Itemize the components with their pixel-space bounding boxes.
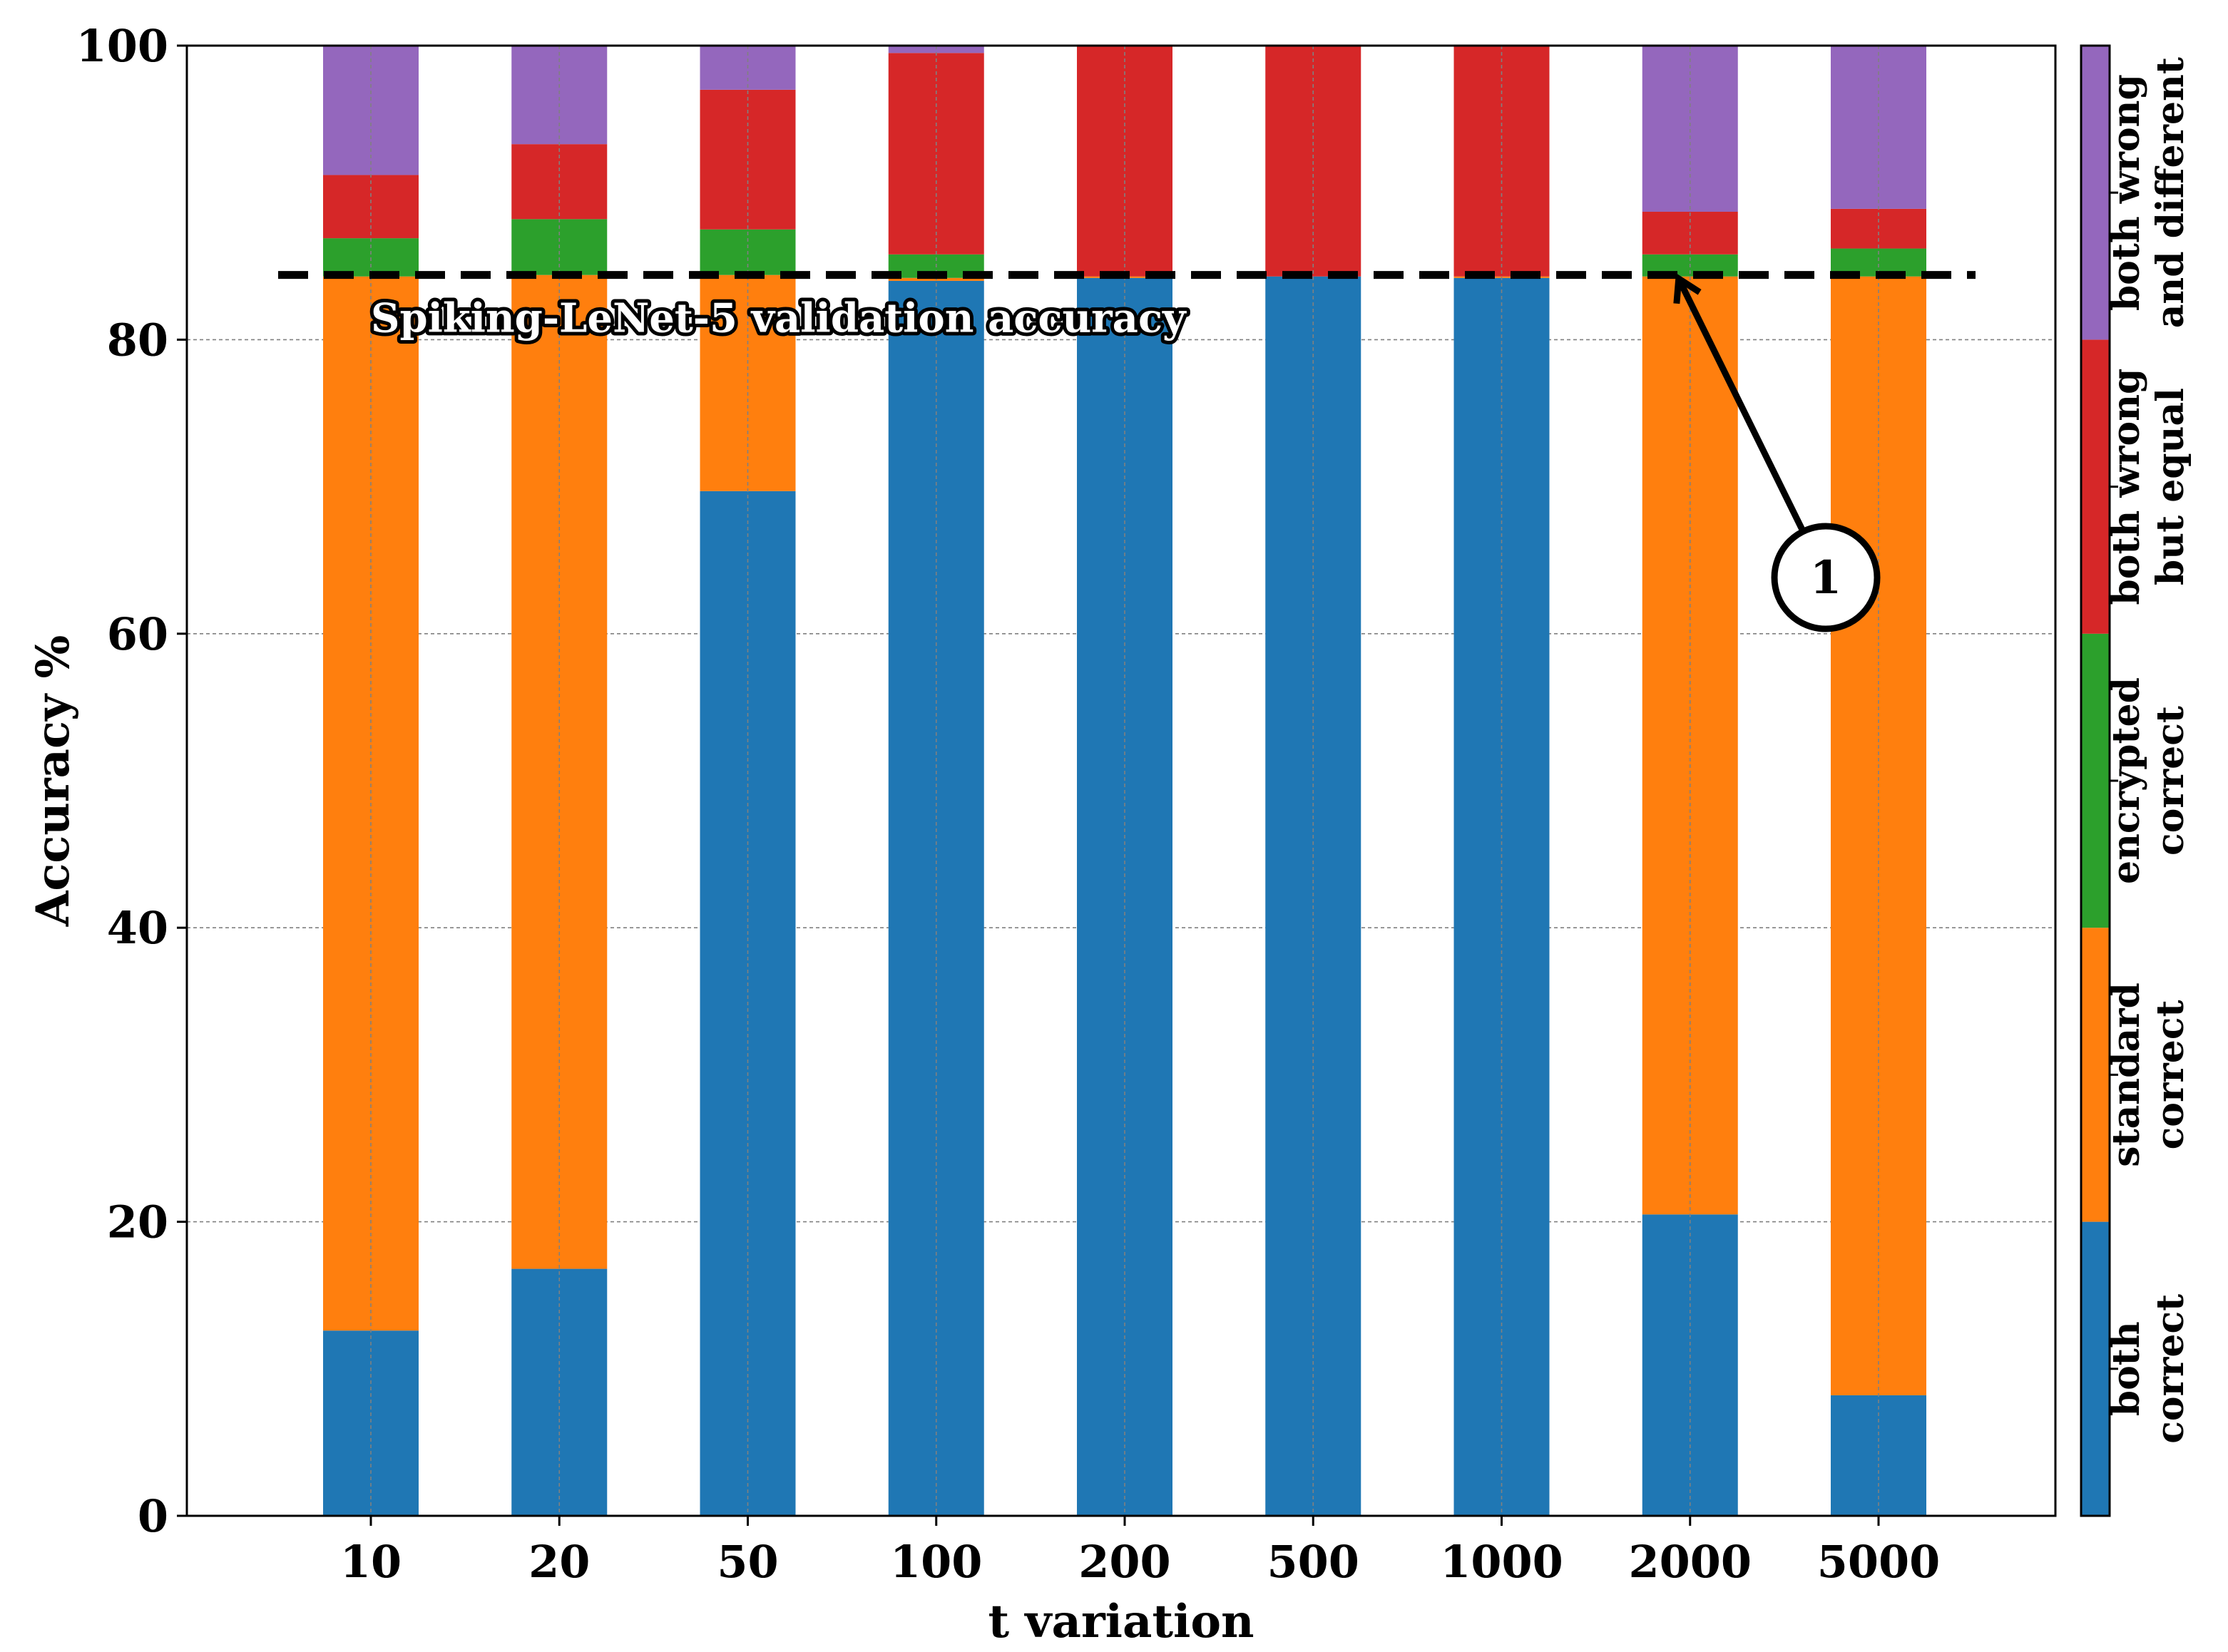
colorbar-label-line: but equal (2149, 388, 2192, 585)
colorbar-label: both wrong and different (2105, 57, 2192, 328)
colorbar-label-line: encrypted (2105, 677, 2148, 884)
colorbar-label: encrypted correct (2105, 677, 2192, 884)
annotation-label: 1 (1810, 551, 1842, 605)
colorbar-label: standard correct (2105, 983, 2192, 1167)
colorbar-label-line: correct (2149, 1294, 2192, 1444)
colorbar-label-line: correct (2149, 706, 2192, 856)
bar-segment-both-correct-10 (323, 1330, 419, 1516)
x-tick-label: 2000 (1628, 1536, 1752, 1588)
colorbar-label: both correct (2105, 1294, 2192, 1444)
colorbar-label-line: both wrong (2105, 74, 2148, 311)
y-tick-label: 40 (107, 902, 168, 954)
colorbar-label-line: both wrong (2105, 369, 2148, 605)
y-tick-label: 80 (107, 314, 168, 366)
colorbar-label-line: correct (2149, 1000, 2192, 1149)
colorbar-label-line: both (2105, 1321, 2148, 1416)
y-axis-title: Accuracy % (26, 635, 80, 928)
colorbar-label-line: standard (2105, 983, 2148, 1167)
bar-segment-both-wrong-and-different-5000 (1831, 46, 1926, 209)
x-axis-title: t variation (988, 1595, 1254, 1648)
colorbar-label-line: and different (2149, 57, 2192, 328)
colorbar-label: both wrong but equal (2105, 369, 2192, 605)
reference-line-label: Spiking-LeNet-5 validation accuracy (371, 295, 1187, 342)
bar-segment-both-wrong-but-equal-100 (889, 53, 984, 254)
bars (323, 46, 1926, 1516)
x-tick-label: 500 (1267, 1536, 1359, 1588)
y-tick-label: 20 (107, 1196, 168, 1248)
stacked-bar-chart: Spiking-LeNet-5 validation accuracy Spik… (0, 0, 2228, 1652)
x-tick-label: 5000 (1817, 1536, 1941, 1588)
x-tick-label: 100 (890, 1536, 982, 1588)
x-tick-label: 10 (340, 1536, 402, 1588)
x-tick-label: 1000 (1440, 1536, 1563, 1588)
x-tick-label: 20 (528, 1536, 590, 1588)
y-tick-label: 60 (107, 608, 168, 660)
x-tick-label: 200 (1078, 1536, 1170, 1588)
x-tick-label: 50 (717, 1536, 778, 1588)
y-tick-label: 100 (76, 20, 168, 72)
y-tick-label: 0 (138, 1490, 168, 1542)
